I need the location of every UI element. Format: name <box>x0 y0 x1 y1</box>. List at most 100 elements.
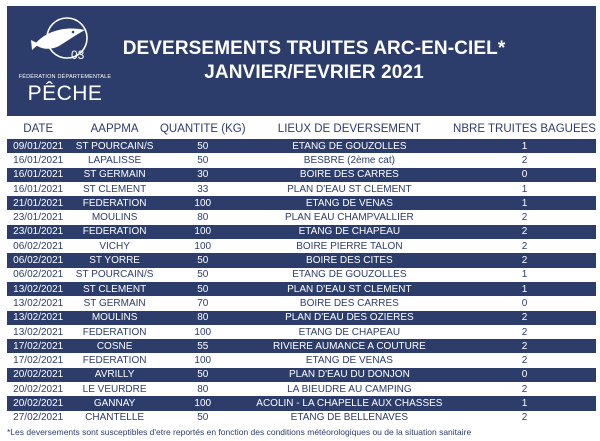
cell-date: 06/02/2021 <box>7 253 70 268</box>
cell-aappma: AVRILLY <box>69 367 160 383</box>
table-row: 13/02/2021 MOULINS 80 PLAN D'EAU DES OZIERE… <box>7 310 596 325</box>
table-row: 13/02/2021 FEDERATION 100 ETANG DE CHAPEAU 2 <box>7 324 596 340</box>
cell-lieu: LA BIEUDRE AU CAMPING <box>245 382 454 397</box>
cell-aappma: ST CLEMENT <box>69 281 160 297</box>
table-row: 06/02/2021 ST POURCAIN/S 50 ETANG DE GOUZOL… <box>7 267 596 282</box>
cell-quantite: 80 <box>159 210 246 225</box>
cell-nbre-truites: 2 <box>453 410 596 425</box>
cell-nbre-truites: 2 <box>453 324 596 340</box>
table-row: 23/01/2021 FEDERATION 100 ETANG DE CHAPEAU 2 <box>7 224 596 240</box>
cell-lieu: PLAN EAU CHAMPVALLIER <box>245 210 454 225</box>
table-row: 27/02/2021 CHANTELLE 50 ETANG DE BELLENAVES… <box>7 410 596 425</box>
cell-nbre-truites: 2 <box>453 339 596 354</box>
cell-date: 16/01/2021 <box>7 153 70 168</box>
cell-date: 13/02/2021 <box>7 324 70 340</box>
cell-lieu: RIVIERE AUMANCE A COUTURE <box>245 339 454 354</box>
cell-date: 06/02/2021 <box>7 239 70 254</box>
cell-aappma: MOULINS <box>69 210 160 225</box>
table-row: 23/01/2021 MOULINS 80 PLAN EAU CHAMPVALLIER… <box>7 210 596 225</box>
cell-aappma: FEDERATION <box>69 224 160 240</box>
cell-aappma: ST POURCAIN/S <box>69 139 160 154</box>
cell-date: 13/02/2021 <box>7 310 70 325</box>
department-number: 03 <box>71 48 85 62</box>
table-row: 09/01/2021 ST POURCAIN/S 50 ETANG DE GOUZOL… <box>7 139 596 154</box>
cell-quantite: 100 <box>159 224 246 240</box>
cell-aappma: VICHY <box>69 239 160 254</box>
header-date: DATE <box>7 119 70 139</box>
cell-quantite: 100 <box>159 239 246 254</box>
cell-lieu: ETANG DE CHAPEAU <box>245 324 454 340</box>
table-row: 20/02/2021 GANNAY 100 ACOLIN - LA CHAPELLE … <box>7 396 596 411</box>
table-row: 20/02/2021 LE VEURDRE 80 LA BIEUDRE AU CAMP… <box>7 382 596 397</box>
cell-lieu: BOIRE DES CARRES <box>245 296 454 311</box>
header-lieux: LIEUX DE DEVERSEMENT <box>245 119 454 139</box>
cell-lieu: ETANG DE VENAS <box>245 353 454 368</box>
cell-lieu: ETANG DE VENAS <box>245 196 454 211</box>
stocking-table: DATE AAPPMA QUANTITE (KG) LIEUX DE DEVER… <box>7 119 596 425</box>
table-row: 16/01/2021 ST CLEMENT 33 PLAN D'EAU ST CLEM… <box>7 181 596 197</box>
cell-quantite: 50 <box>159 139 246 154</box>
cell-date: 17/02/2021 <box>7 339 70 354</box>
cell-aappma: ST CLEMENT <box>69 181 160 197</box>
cell-lieu: ETANG DE GOUZOLLES <box>245 139 454 154</box>
cell-date: 06/02/2021 <box>7 267 70 282</box>
cell-aappma: FEDERATION <box>69 353 160 368</box>
cell-lieu: ETANG DE BELLENAVES <box>245 410 454 425</box>
cell-quantite: 33 <box>159 181 246 197</box>
page-title: DEVERSEMENTS TRUITES ARC-EN-CIEL* JANVIE… <box>119 37 509 85</box>
cell-quantite: 100 <box>159 324 246 340</box>
cell-nbre-truites: 1 <box>453 139 596 154</box>
header-aappma: AAPPMA <box>69 119 160 139</box>
table-row: 17/02/2021 COSNE 55 RIVIERE AUMANCE A COUTU… <box>7 339 596 354</box>
cell-date: 17/02/2021 <box>7 353 70 368</box>
header-banner: 03 FÉDÉRATION DÉPARTEMENTALE PÊCHE DEVER… <box>7 6 596 116</box>
cell-quantite: 50 <box>159 281 246 297</box>
cell-date: 21/01/2021 <box>7 196 70 211</box>
cell-lieu: PLAN D'EAU DU DONJON <box>245 367 454 383</box>
cell-aappma: COSNE <box>69 339 160 354</box>
cell-aappma: MOULINS <box>69 310 160 325</box>
cell-date: 16/01/2021 <box>7 167 70 182</box>
cell-aappma: LE VEURDRE <box>69 382 160 397</box>
cell-quantite: 30 <box>159 167 246 182</box>
cell-quantite: 50 <box>159 410 246 425</box>
cell-nbre-truites: 1 <box>453 267 596 282</box>
cell-quantite: 50 <box>159 153 246 168</box>
cell-lieu: ACOLIN - LA CHAPELLE AUX CHASSES <box>245 396 454 411</box>
cell-quantite: 70 <box>159 296 246 311</box>
cell-aappma: CHANTELLE <box>69 410 160 425</box>
cell-aappma: GANNAY <box>69 396 160 411</box>
cell-quantite: 100 <box>159 196 246 211</box>
table-row: 20/02/2021 AVRILLY 50 PLAN D'EAU DU DONJON 0 <box>7 367 596 383</box>
cell-date: 13/02/2021 <box>7 281 70 297</box>
header-nbre-truites: NBRE TRUITES BAGUEES <box>453 119 596 139</box>
cell-nbre-truites: 1 <box>453 396 596 411</box>
cell-aappma: FEDERATION <box>69 324 160 340</box>
peche-label: PÊCHE <box>27 82 103 105</box>
cell-date: 09/01/2021 <box>7 139 70 154</box>
cell-nbre-truites: 0 <box>453 167 596 182</box>
cell-nbre-truites: 0 <box>453 367 596 383</box>
cell-quantite: 55 <box>159 339 246 354</box>
cell-aappma: ST GERMAIN <box>69 167 160 182</box>
cell-date: 23/01/2021 <box>7 210 70 225</box>
cell-quantite: 80 <box>159 382 246 397</box>
cell-lieu: PLAN D'EAU DES OZIERES <box>245 310 454 325</box>
cell-nbre-truites: 2 <box>453 253 596 268</box>
cell-nbre-truites: 2 <box>453 310 596 325</box>
table-row: 13/02/2021 ST GERMAIN 70 BOIRE DES CARRES 0 <box>7 296 596 311</box>
cell-quantite: 50 <box>159 367 246 383</box>
cell-quantite: 50 <box>159 267 246 282</box>
table-row: 06/02/2021 VICHY 100 BOIRE PIERRE TALON 2 <box>7 239 596 254</box>
cell-nbre-truites: 2 <box>453 353 596 368</box>
cell-lieu: PLAN D'EAU ST CLEMENT <box>245 281 454 297</box>
cell-quantite: 80 <box>159 310 246 325</box>
table-row: 16/01/2021 ST GERMAIN 30 BOIRE DES CARRES 0 <box>7 167 596 182</box>
table-row: 13/02/2021 ST CLEMENT 50 PLAN D'EAU ST CLEM… <box>7 281 596 297</box>
cell-lieu: PLAN D'EAU ST CLEMENT <box>245 181 454 197</box>
cell-lieu: ETANG DE GOUZOLLES <box>245 267 454 282</box>
cell-aappma: ST POURCAIN/S <box>69 267 160 282</box>
cell-nbre-truites: 2 <box>453 153 596 168</box>
table-row: 16/01/2021 LAPALISSE 50 BESBRE (2ème cat) 2 <box>7 153 596 168</box>
cell-lieu: BOIRE DES CITES <box>245 253 454 268</box>
